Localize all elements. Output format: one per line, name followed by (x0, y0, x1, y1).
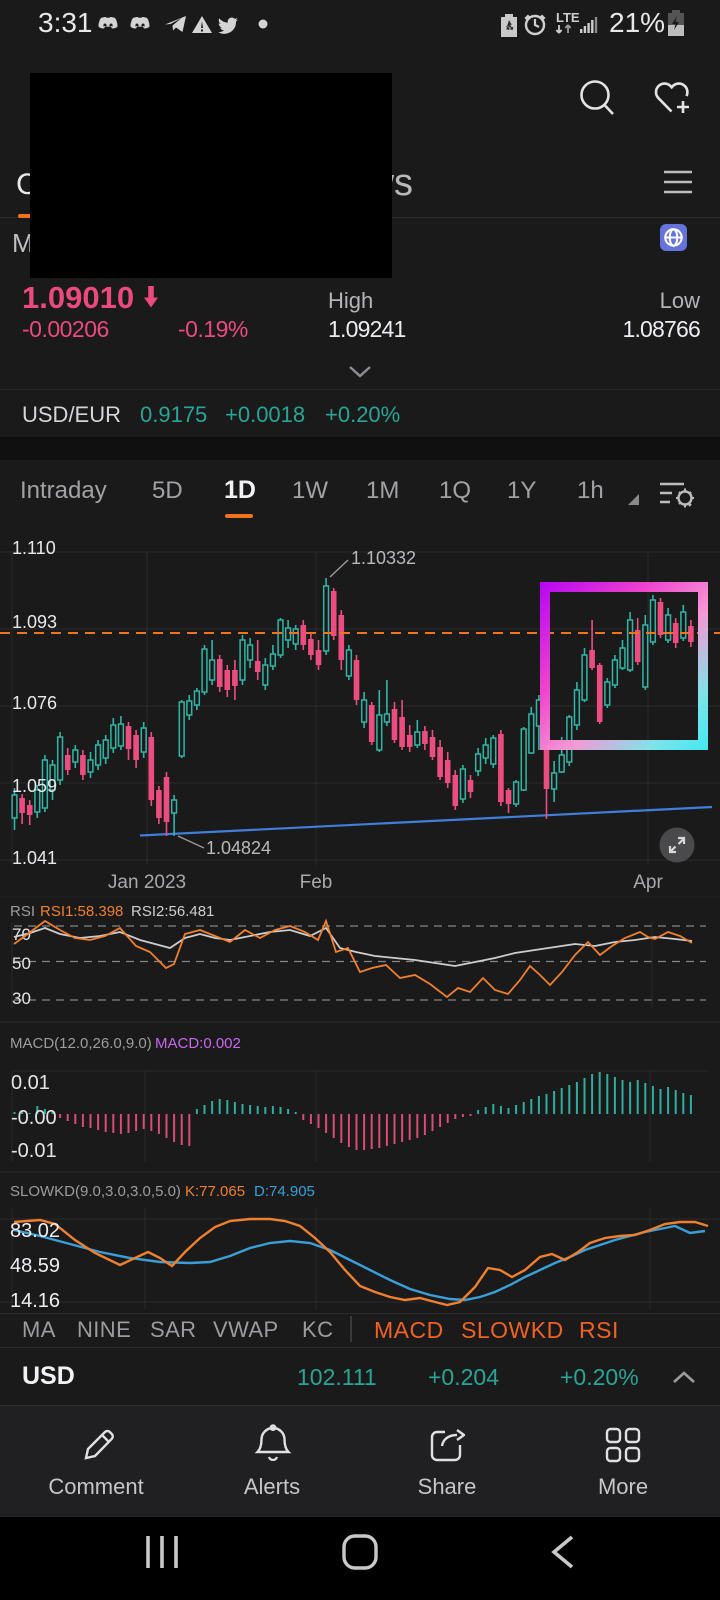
svg-text:1.093: 1.093 (12, 612, 57, 632)
svg-text:MACD:0.002: MACD:0.002 (155, 1035, 241, 1052)
svg-text:1.10332: 1.10332 (351, 548, 416, 568)
svg-text:Apr: Apr (633, 872, 663, 893)
svg-text:30: 30 (12, 989, 31, 1008)
svg-text:83.02: 83.02 (10, 1220, 60, 1242)
svg-text:1.076: 1.076 (12, 693, 57, 713)
svg-text:MACD(12.0,26.0,9.0): MACD(12.0,26.0,9.0) (10, 1035, 152, 1052)
svg-text:SLOWKD(9.0,3.0,3.0,5.0): SLOWKD(9.0,3.0,3.0,5.0) (10, 1183, 181, 1200)
svg-text:RSI: RSI (10, 903, 35, 920)
svg-text:0.01: 0.01 (11, 1072, 50, 1094)
svg-text:50: 50 (12, 954, 31, 973)
svg-text:1.041: 1.041 (12, 848, 57, 868)
svg-text:-0.00: -0.00 (11, 1107, 57, 1129)
svg-text:-0.01: -0.01 (11, 1140, 57, 1162)
svg-text:LTE: LTE (556, 10, 580, 25)
svg-text:RSI1:58.398: RSI1:58.398 (40, 903, 123, 920)
svg-text:D:74.905: D:74.905 (254, 1183, 315, 1200)
svg-text:14.16: 14.16 (10, 1290, 60, 1312)
svg-text:RSI2:56.481: RSI2:56.481 (131, 903, 214, 920)
svg-text:1.04824: 1.04824 (206, 838, 271, 858)
svg-text:K:77.065: K:77.065 (185, 1183, 245, 1200)
svg-text:Feb: Feb (300, 872, 333, 893)
svg-text:1.110: 1.110 (12, 538, 56, 558)
svg-text:48.59: 48.59 (10, 1255, 60, 1277)
svg-text:1.059: 1.059 (12, 776, 57, 796)
svg-text:Jan 2023: Jan 2023 (108, 872, 186, 893)
